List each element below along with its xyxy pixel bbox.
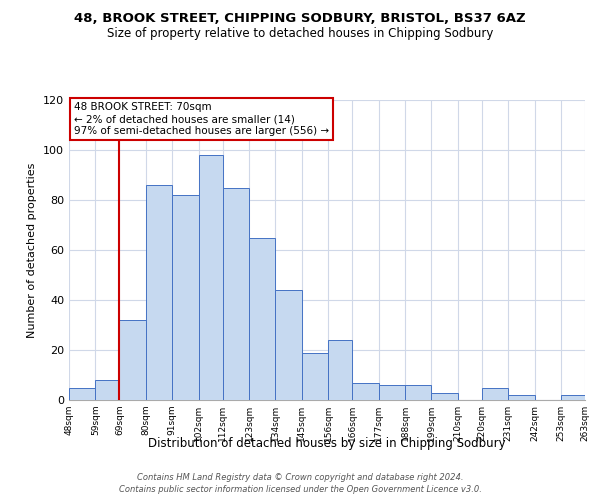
Text: Size of property relative to detached houses in Chipping Sodbury: Size of property relative to detached ho… — [107, 28, 493, 40]
Y-axis label: Number of detached properties: Number of detached properties — [28, 162, 37, 338]
Bar — [561, 395, 585, 400]
Bar — [146, 185, 172, 400]
Bar — [69, 388, 95, 400]
Text: 48 BROOK STREET: 70sqm
← 2% of detached houses are smaller (14)
97% of semi-deta: 48 BROOK STREET: 70sqm ← 2% of detached … — [74, 102, 329, 136]
Bar — [249, 238, 275, 400]
Bar — [431, 392, 458, 400]
Text: Contains HM Land Registry data © Crown copyright and database right 2024.: Contains HM Land Registry data © Crown c… — [137, 472, 463, 482]
Bar — [352, 382, 379, 400]
Bar — [328, 340, 352, 400]
Bar — [199, 155, 223, 400]
Bar — [119, 320, 146, 400]
Bar — [508, 395, 535, 400]
Bar — [482, 388, 508, 400]
Bar — [172, 195, 199, 400]
Bar — [223, 188, 249, 400]
Bar — [379, 385, 405, 400]
Text: Contains public sector information licensed under the Open Government Licence v3: Contains public sector information licen… — [119, 485, 481, 494]
Text: Distribution of detached houses by size in Chipping Sodbury: Distribution of detached houses by size … — [148, 438, 506, 450]
Bar — [302, 352, 328, 400]
Bar — [95, 380, 119, 400]
Text: 48, BROOK STREET, CHIPPING SODBURY, BRISTOL, BS37 6AZ: 48, BROOK STREET, CHIPPING SODBURY, BRIS… — [74, 12, 526, 26]
Bar — [405, 385, 431, 400]
Bar — [275, 290, 302, 400]
